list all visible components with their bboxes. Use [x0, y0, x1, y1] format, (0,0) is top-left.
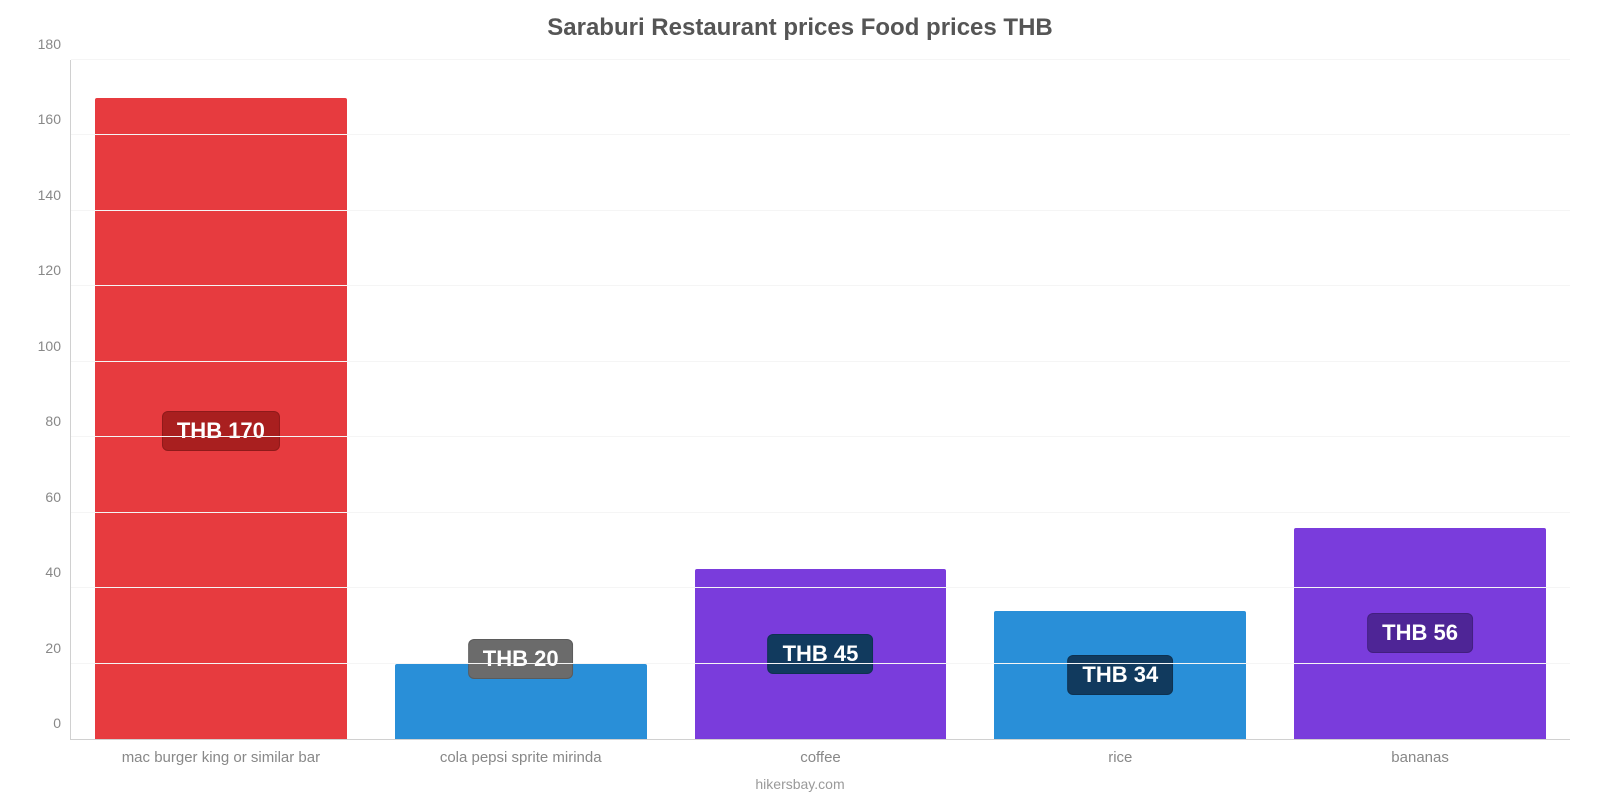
bar-slot: THB 170mac burger king or similar bar	[71, 60, 371, 739]
value-badge: THB 170	[162, 411, 280, 451]
grid-line	[71, 285, 1570, 286]
value-badge: THB 20	[468, 639, 574, 679]
y-tick-label: 20	[11, 640, 71, 656]
bar-slot: THB 56bananas	[1270, 60, 1570, 739]
x-tick-label: bananas	[1270, 749, 1570, 766]
x-tick-label: rice	[970, 749, 1270, 766]
chart-title: Saraburi Restaurant prices Food prices T…	[0, 14, 1600, 42]
bar-slot: THB 34rice	[970, 60, 1270, 739]
bar-slot: THB 45coffee	[671, 60, 971, 739]
plot-area: THB 170mac burger king or similar barTHB…	[70, 60, 1570, 740]
y-tick-label: 140	[11, 187, 71, 203]
grid-line	[71, 59, 1570, 60]
y-tick-label: 60	[11, 489, 71, 505]
y-tick-label: 160	[11, 111, 71, 127]
y-tick-label: 100	[11, 338, 71, 354]
grid-line	[71, 134, 1570, 135]
grid-line	[71, 587, 1570, 588]
x-tick-label: coffee	[671, 749, 971, 766]
chart-footer: hikersbay.com	[0, 776, 1600, 792]
grid-line	[71, 210, 1570, 211]
value-badge: THB 34	[1067, 655, 1173, 695]
value-badge: THB 45	[768, 634, 874, 674]
chart-container: Saraburi Restaurant prices Food prices T…	[0, 0, 1600, 800]
y-tick-label: 40	[11, 564, 71, 580]
y-tick-label: 80	[11, 413, 71, 429]
y-tick-label: 180	[11, 36, 71, 52]
grid-line	[71, 361, 1570, 362]
y-tick-label: 120	[11, 262, 71, 278]
y-tick-label: 0	[11, 715, 71, 731]
value-badge: THB 56	[1367, 613, 1473, 653]
grid-line	[71, 512, 1570, 513]
grid-line	[71, 663, 1570, 664]
bar-slot: THB 20cola pepsi sprite mirinda	[371, 60, 671, 739]
grid-line	[71, 436, 1570, 437]
x-tick-label: mac burger king or similar bar	[71, 749, 371, 766]
bars-group: THB 170mac burger king or similar barTHB…	[71, 60, 1570, 739]
x-tick-label: cola pepsi sprite mirinda	[371, 749, 671, 766]
